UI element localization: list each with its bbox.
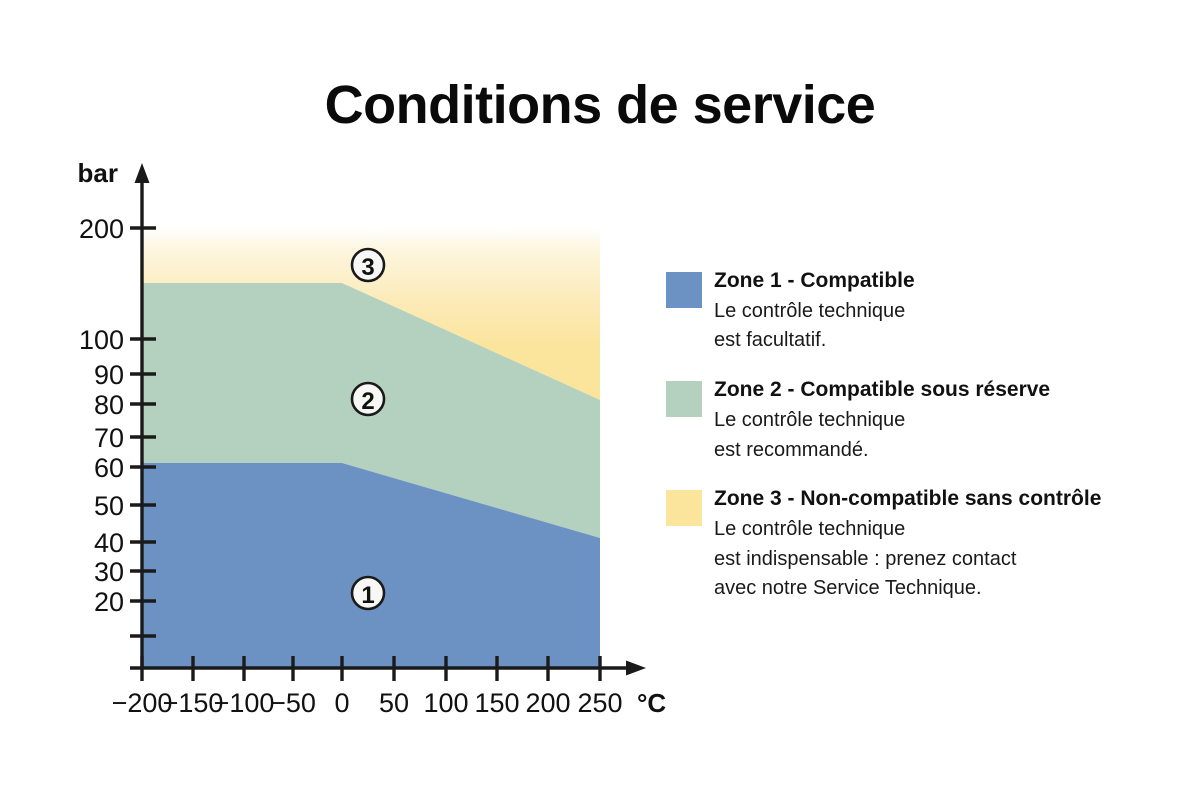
- y-tick-label-20: 20: [94, 587, 124, 617]
- y-tick-labels: 200 100 90 80 70 60 50 40 30 20: [79, 214, 124, 617]
- x-tick-label--100: −100: [214, 688, 275, 718]
- legend-swatch-zone3: [666, 490, 702, 527]
- x-axis-arrow-icon: [626, 660, 646, 676]
- x-tick-label-100: 100: [423, 688, 468, 718]
- y-tick-label-50: 50: [94, 491, 124, 521]
- x-axis: [130, 656, 646, 681]
- zone-marker-3: 3: [350, 247, 386, 283]
- zone-marker-2-circle: [350, 381, 386, 417]
- legend-item-zone1: Zone 1 - Compatible Le contrôle techniqu…: [666, 268, 1186, 356]
- y-tick-label-70: 70: [94, 423, 124, 453]
- y-tick-label-40: 40: [94, 528, 124, 558]
- x-axis-unit-label: °C: [637, 688, 666, 718]
- legend-item-zone2: Zone 2 - Compatible sous réserve Le cont…: [666, 377, 1186, 465]
- legend-description-zone2: Le contrôle technique est recommandé.: [714, 408, 906, 461]
- zone-markers: 3 2 1: [350, 247, 386, 611]
- legend-swatch-zone2: [666, 381, 702, 418]
- zone-marker-3-label: 3: [361, 254, 374, 281]
- conditions-de-service-chart: bar 200 100 90 80 70 60 50 40 30 20 −200…: [78, 158, 667, 718]
- x-tick-label--200: −200: [112, 688, 173, 718]
- x-tick-label--150: −150: [163, 688, 224, 718]
- legend-title-zone3: Zone 3 - Non-compatible sans contrôle: [714, 487, 1102, 511]
- x-tick-label-150: 150: [474, 688, 519, 718]
- page-title: Conditions de service: [324, 75, 876, 135]
- x-tick-label-50: 50: [379, 688, 409, 718]
- legend-description-zone1: Le contrôle technique est facultatif.: [714, 299, 906, 352]
- zone-marker-2: 2: [350, 381, 386, 417]
- x-tick-labels: −200 −150 −100 −50 0 50 100 150 200 250: [112, 688, 623, 718]
- y-axis-arrow-icon: [134, 163, 150, 183]
- legend-title-zone1: Zone 1 - Compatible: [714, 269, 915, 292]
- legend-title-zone2: Zone 2 - Compatible sous réserve: [714, 378, 1051, 402]
- chart-legend: Zone 1 - Compatible Le contrôle techniqu…: [666, 268, 1186, 625]
- x-tick-label-250: 250: [577, 688, 622, 718]
- y-tick-label-80: 80: [94, 390, 124, 420]
- plot-area: bar 200 100 90 80 70 60 50 40 30 20 −200…: [78, 158, 667, 718]
- x-tick-label-200: 200: [525, 688, 570, 718]
- zone-marker-1: 1: [350, 575, 386, 611]
- zone-marker-2-label: 2: [361, 388, 374, 415]
- zone-marker-1-label: 1: [361, 582, 374, 609]
- zone-marker-1-circle: [350, 575, 386, 611]
- y-axis-unit-label: bar: [78, 158, 118, 188]
- zone3-area: [142, 228, 600, 400]
- y-tick-label-30: 30: [94, 557, 124, 587]
- zone1-area: [142, 463, 600, 668]
- x-tick-label-0: 0: [334, 688, 349, 718]
- y-tick-label-100: 100: [79, 325, 124, 355]
- y-tick-label-90: 90: [94, 360, 124, 390]
- legend-swatch-zone1: [666, 272, 702, 308]
- y-tick-label-200: 200: [79, 214, 124, 244]
- zone-marker-3-circle: [350, 247, 386, 283]
- legend-description-zone3: Le contrôle technique est indispensable …: [714, 518, 1017, 600]
- legend-item-zone3: Zone 3 - Non-compatible sans contrôle Le…: [666, 486, 1186, 604]
- y-tick-label-60: 60: [94, 453, 124, 483]
- x-tick-label--50: −50: [270, 688, 316, 718]
- y-axis: [130, 163, 156, 668]
